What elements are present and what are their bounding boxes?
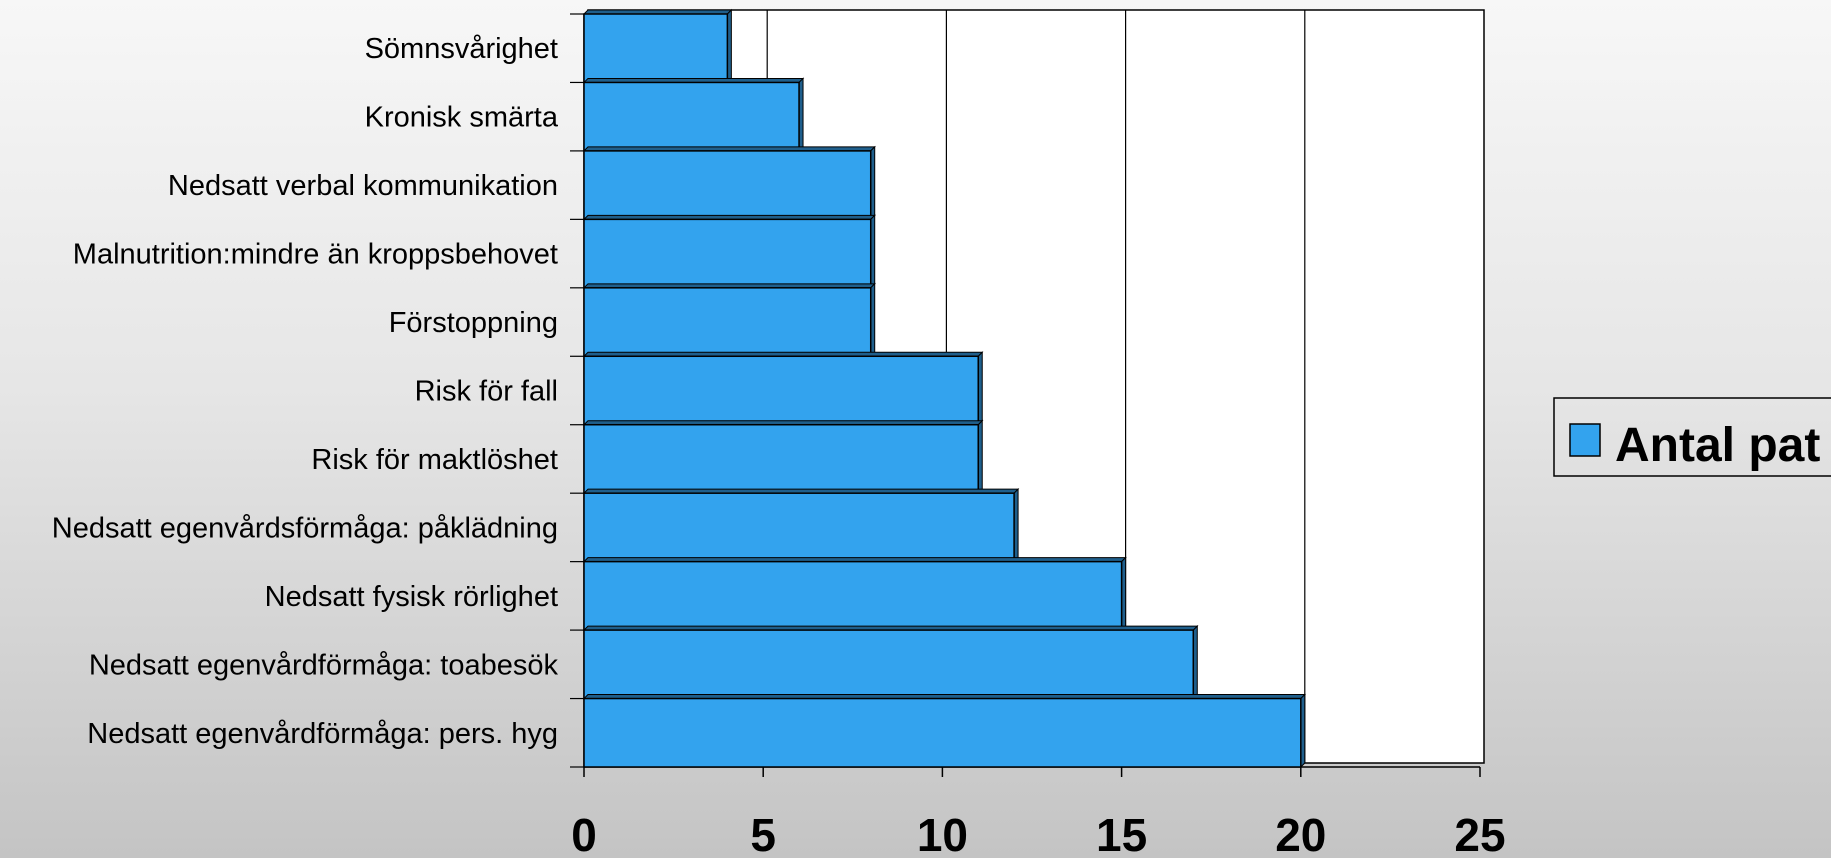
x-tick-label: 20 [1275,809,1326,858]
bar-front-face [583,560,1123,631]
category-label: Nedsatt fysisk rörlighet [265,581,558,613]
category-labels: Sömnsvårighet Kronisk smärta Nedsatt verba… [52,33,559,750]
bar [582,693,1307,769]
x-axis-ticks: 0 5 10 15 20 25 [571,767,1506,858]
bar [582,351,984,426]
bar-front-face [583,218,872,289]
category-label: Malnutrition:mindre än kroppsbehovet [73,239,558,271]
category-label: Sömnsvårighet [365,33,558,65]
x-tick-label: 5 [750,809,776,858]
bar [582,556,1127,632]
bar-front-face [583,150,872,221]
bar-front-face [583,81,800,152]
category-label: Nedsatt egenvårdförmåga: toabesök [89,649,559,681]
bar [582,145,876,221]
bar-front-face [583,492,1015,563]
legend-swatch [1569,423,1601,457]
category-label: Risk för maktlöshet [311,444,558,476]
x-tick-label: 25 [1454,809,1505,858]
x-tick-label: 10 [917,809,968,858]
bar-front-face [583,629,1195,700]
bar [582,487,1020,563]
category-label: Risk för fall [415,376,558,408]
bar [582,624,1199,700]
bar-front-face [583,423,979,494]
bar [582,282,876,358]
category-label: Förstoppning [389,307,558,339]
bar-front-face [583,355,979,426]
bar [582,8,733,84]
bar [582,77,805,153]
x-tick-label: 15 [1096,809,1147,858]
legend: Antal pat [1553,397,1831,477]
bar-front-face [583,697,1302,768]
legend-box [1553,397,1831,477]
category-label: Nedsatt egenvårdsförmåga: påklädning [52,512,558,544]
bar [582,214,876,290]
category-label: Nedsatt egenvårdförmåga: pers. hyg [87,718,558,750]
category-label: Nedsatt verbal kommunikation [168,170,558,202]
chart-bars [582,8,1307,769]
legend-label: Antal pat [1615,419,1820,472]
bar-front-face [583,13,729,84]
x-tick-label: 0 [571,809,597,858]
bar-front-face [583,287,872,358]
category-label: Kronisk smärta [365,102,559,134]
bar [582,419,984,495]
